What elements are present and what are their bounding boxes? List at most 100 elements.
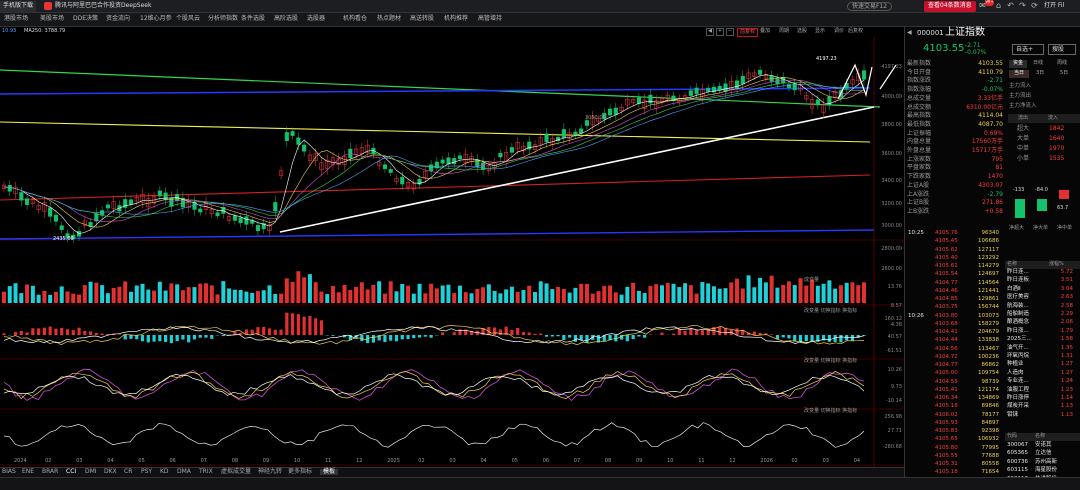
tab-dma[interactable]: DMA (177, 468, 191, 475)
tab-psy[interactable]: PSY (141, 468, 153, 475)
tick-row[interactable]: 4105.65 106932 (905, 437, 1001, 445)
tab-more[interactable]: 更多指标 (288, 468, 313, 475)
tab-template[interactable]: 模板 (320, 469, 339, 475)
mail-icon[interactable]: ✉ (979, 1, 986, 10)
sector-row[interactable]: 2025三... 1.58 (1005, 337, 1080, 345)
tab-bias[interactable]: BIAS (2, 468, 16, 475)
sector-row[interactable]: 白酒Ⅱ 3.04 (1005, 286, 1080, 295)
news-headline[interactable]: 腾讯与阿里巴巴合作投资DeepSeek (55, 2, 152, 9)
menu-recommend[interactable]: 机构推荐 (444, 15, 469, 22)
display-button[interactable]: 显示 (815, 28, 826, 34)
quick-trade-chip[interactable]: 快速交易F12 (847, 2, 893, 11)
back-icon[interactable]: ↶ (1007, 1, 1014, 10)
tick-row[interactable]: 4103.68 158279 (905, 321, 1001, 330)
vol-label[interactable]: 成交量 (804, 277, 820, 283)
menu-transfer[interactable]: 高送转股 (410, 15, 435, 22)
kdj-label[interactable]: 改变量 切换指标 换指标 (804, 358, 858, 364)
sector-row[interactable]: 昨日连... 5.72 (1005, 269, 1080, 278)
tick-row[interactable]: 4105.83 92398 (905, 428, 1001, 437)
stock-row[interactable]: 300067 安诺其 (1005, 442, 1080, 451)
overlay-button[interactable]: 叠加 (760, 28, 771, 34)
menu-us[interactable]: 美股市场 (40, 15, 65, 22)
tick-row[interactable]: 4105.31 80558 (905, 461, 1001, 470)
tick-row[interactable]: 4105.61 114279 (905, 263, 1001, 272)
sector-row[interactable]: 人造肉 1.27 (1005, 370, 1080, 379)
menu-exec[interactable]: 高管增持 (478, 15, 503, 22)
tick-row[interactable]: 4104.46 121441 (905, 288, 1001, 297)
menu-12dim[interactable]: 12维心月参 (140, 15, 172, 22)
tick-row[interactable]: 4105.41 121174 (905, 387, 1001, 396)
collapse-icon[interactable]: ◀ (907, 29, 912, 36)
tick-row[interactable]: 4103.75 156744 (905, 305, 1001, 313)
tick-row[interactable]: 10:25 4105.76 96340 (905, 230, 1001, 239)
tick-row[interactable]: 4104.77 114564 (905, 280, 1001, 289)
add-watchlist-button[interactable]: 自选+ (1012, 44, 1044, 55)
mobile-download-tab[interactable]: 手机版下载 (0, 1, 37, 12)
tick-row[interactable]: 4105.55 77688 (905, 453, 1001, 462)
tick-row[interactable]: 4104.56 113467 (905, 346, 1001, 355)
tick-row[interactable]: 4104.77 86862 (905, 362, 1001, 371)
tick-row[interactable]: 4104.41 204679 (905, 329, 1001, 338)
menu-analyst[interactable]: 分析师指数 (208, 15, 239, 22)
sector-row[interactable]: 昨日涨停 1.14 (1005, 395, 1080, 404)
tab-weekly[interactable]: 周线 (1057, 60, 1068, 66)
tab-ene[interactable]: ENE (22, 468, 35, 475)
wr-label[interactable]: 改变量 切换指标 换指标 (804, 408, 858, 414)
sector-row[interactable]: 种植业 1.27 (1005, 362, 1080, 370)
sector-row[interactable]: 船舶制造 2.29 (1005, 311, 1080, 320)
stock-row[interactable]: 605365 立达信 (1005, 451, 1080, 459)
tab-virtual-volume[interactable]: 虚拟成交量 (221, 468, 252, 475)
tick-row[interactable]: 4105.93 84897 (905, 420, 1001, 429)
tab-nine-turn[interactable]: 神经九转 (258, 468, 283, 475)
menu-fund-flow[interactable]: 资金流向 (106, 15, 131, 22)
tab-dkx[interactable]: DKX (104, 468, 117, 475)
sector-row[interactable]: 环氧丙烷 1.31 (1005, 353, 1080, 362)
refresh-icon[interactable]: ⟳ (1031, 1, 1038, 10)
tab-brar[interactable]: BRAR (42, 468, 59, 475)
menu-screener[interactable]: 选股器 (307, 15, 326, 22)
add-icon[interactable]: + (716, 28, 724, 36)
tick-row[interactable]: 4104.44 133838 (905, 338, 1001, 346)
menu-dde[interactable]: DDE决策 (73, 15, 99, 22)
tab-cr[interactable]: CR (124, 468, 133, 475)
prev-icon[interactable]: ◀ (706, 28, 714, 36)
tab-dmi[interactable]: DMI (85, 468, 97, 475)
tab-kd[interactable]: KD (160, 468, 169, 475)
menu-hk[interactable]: 港股市场 (4, 15, 29, 22)
tick-row[interactable]: 4105.40 123292 (905, 255, 1001, 264)
minus-icon[interactable]: − (726, 28, 734, 36)
search-stock-button[interactable]: 搜股 (1048, 44, 1076, 55)
forward-icon[interactable]: ↷ (1019, 1, 1026, 10)
tick-row[interactable]: 10:26 4103.80 103073 (905, 313, 1001, 322)
stock-row[interactable]: 600736 苏州高新 (1005, 459, 1080, 468)
tick-row[interactable]: 4105.54 124697 (905, 272, 1001, 280)
sector-row[interactable]: 昨日连板 3.51 (1005, 278, 1080, 286)
tick-row[interactable]: 4105.62 127117 (905, 247, 1001, 256)
tick-row[interactable]: 4105.45 106686 (905, 239, 1001, 247)
tick-row[interactable]: 4106.02 78177 (905, 412, 1001, 421)
tick-row[interactable]: 4104.85 129861 (905, 296, 1001, 305)
subtab-3d[interactable]: 3日 (1036, 70, 1045, 76)
subtab-5d[interactable]: 5日 (1060, 70, 1069, 76)
menu-institution[interactable]: 机构看仓 (343, 15, 368, 22)
tick-row[interactable]: 4104.72 100236 (905, 354, 1001, 363)
tab-capital[interactable]: 资金 (1009, 60, 1027, 68)
adjust-button[interactable]: 调价 (834, 28, 845, 34)
fuquan-right[interactable]: 后复权 (848, 28, 864, 34)
sector-row[interactable]: 钼铼 1.13 (1005, 412, 1080, 421)
home-icon[interactable]: ⌂ (995, 1, 1002, 10)
tab-cci[interactable]: CCI (66, 468, 77, 475)
sector-row[interactable]: 煤炭开采 1.13 (1005, 404, 1080, 412)
subtab-today[interactable]: 当日 (1009, 70, 1029, 78)
sector-row[interactable]: 医疗美容 2.63 (1005, 295, 1080, 303)
stock-row[interactable]: 603115 海星股份 (1005, 468, 1080, 476)
period-button[interactable]: 周期 (779, 28, 790, 34)
tick-row[interactable]: 4105.80 77995 (905, 445, 1001, 454)
tick-row[interactable]: 4104.55 98739 (905, 379, 1001, 388)
sector-row[interactable]: 油气开... 1.35 (1005, 345, 1080, 354)
tick-row[interactable]: 4105.18 89846 (905, 404, 1001, 412)
message-notice[interactable]: 查看04条数消息 (924, 1, 976, 12)
macd-label[interactable]: 改变量 切换指标 换指标 (804, 308, 858, 314)
menu-condition[interactable]: 条件选股 (241, 15, 266, 22)
kline-chart-area[interactable]: 10.93 MA250: 3788.79 ◀ + − 前复权 叠加 周期 选股 … (0, 27, 904, 467)
